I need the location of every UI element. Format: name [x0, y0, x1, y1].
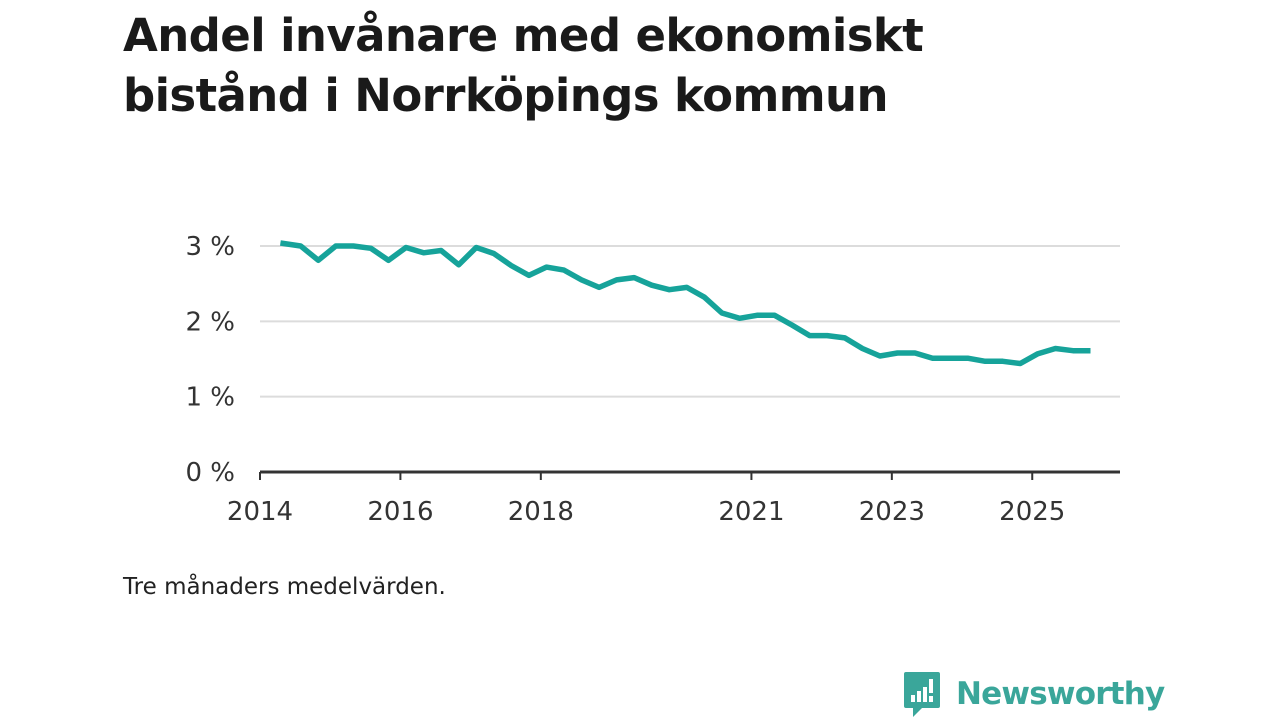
brand-logo[interactable]: Newsworthy	[902, 670, 1165, 718]
x-tick-label: 2023	[859, 497, 925, 527]
chart-title: Andel invånare med ekonomiskt bistånd i …	[123, 6, 1123, 126]
chart-title-line-1: Andel invånare med ekonomiskt	[123, 9, 924, 62]
line-chart: 0 % 1 % 2 % 3 % 2014 2016 2018 2021 2023 2025	[185, 232, 1120, 527]
x-tick-label: 2025	[999, 497, 1065, 527]
newsworthy-logo-icon	[904, 672, 940, 717]
x-tick-label: 2014	[227, 497, 293, 527]
y-tick-label: 2 %	[185, 307, 235, 337]
x-tick-label: 2021	[718, 497, 784, 527]
x-axis	[259, 470, 1120, 480]
y-tick-label: 1 %	[185, 383, 235, 413]
x-axis-tick-labels: 2014 2016 2018 2021 2023 2025	[227, 497, 1065, 527]
series-layer	[279, 240, 1091, 367]
gridlines	[260, 245, 1120, 398]
y-tick-label: 3 %	[185, 232, 235, 262]
brand-name: Newsworthy	[956, 676, 1165, 712]
y-tick-label: 0 %	[185, 458, 235, 488]
chart-title-line-2: bistånd i Norrköpings kommun	[123, 69, 889, 122]
series-line	[279, 240, 1091, 367]
y-axis-tick-labels: 0 % 1 % 2 % 3 %	[185, 232, 235, 488]
x-tick-label: 2018	[508, 497, 574, 527]
chart-footnote: Tre månaders medelvärden.	[123, 574, 446, 600]
x-tick-label: 2016	[367, 497, 433, 527]
